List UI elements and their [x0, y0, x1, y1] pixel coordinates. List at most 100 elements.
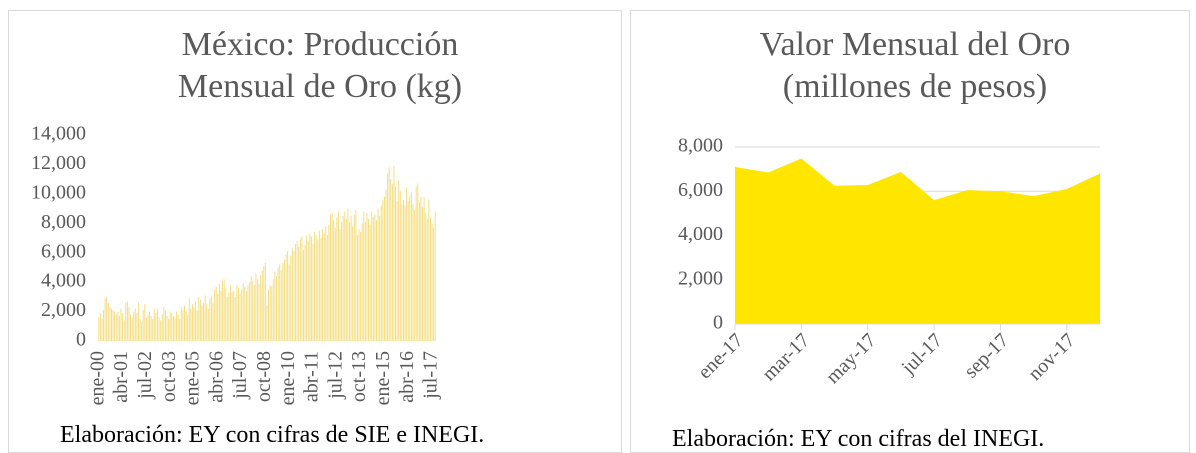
bar: [114, 311, 116, 341]
bar: [318, 230, 320, 341]
bar: [125, 302, 127, 341]
bar: [242, 283, 244, 341]
y-tick-label: 12,000: [31, 152, 86, 174]
bar: [160, 320, 162, 341]
bar: [195, 301, 197, 341]
bar: [401, 204, 403, 341]
x-tick-label: nov-17: [1024, 329, 1080, 385]
y-tick-label: 8,000: [41, 211, 86, 233]
bar: [372, 217, 374, 341]
bar: [223, 279, 225, 341]
bar: [309, 233, 311, 341]
x-tick-label: abr-16: [396, 351, 418, 403]
bar: [333, 220, 335, 341]
bar: [228, 292, 230, 341]
bar: [237, 288, 239, 341]
bar: [298, 246, 300, 341]
x-tick-label: may-17: [822, 329, 881, 388]
bar: [212, 302, 214, 341]
bar: [133, 311, 135, 341]
bar: [376, 220, 377, 341]
bar: [145, 317, 147, 341]
bar: [325, 226, 327, 341]
bar: [369, 224, 371, 341]
x-tick-label: oct-03: [158, 351, 180, 402]
bar: [98, 317, 100, 341]
bar: [161, 314, 163, 341]
bar: [188, 298, 190, 341]
bar: [264, 263, 266, 341]
bar: [429, 217, 431, 341]
source-note: Elaboración: EY con cifras del INEGI.: [672, 426, 1045, 452]
bar: [180, 307, 182, 341]
bar: [342, 215, 344, 341]
bar: [247, 285, 249, 341]
y-tick-label: 2,000: [41, 299, 86, 321]
bar: [415, 186, 417, 341]
bar: [217, 293, 219, 341]
bar: [307, 240, 309, 341]
bar: [190, 308, 192, 341]
bar: [295, 243, 297, 341]
bar: [187, 314, 189, 341]
bar: [245, 290, 247, 341]
bar: [103, 310, 105, 341]
bar: [410, 192, 412, 341]
source-note: Elaboración: EY con cifras de SIE e INEG…: [60, 422, 485, 448]
bar: [222, 280, 224, 341]
bar: [371, 211, 373, 341]
bar: [417, 183, 419, 341]
x-tick-label: ene-10: [277, 351, 299, 405]
bar: [184, 305, 185, 341]
bar: [244, 286, 246, 341]
bar: [299, 239, 301, 341]
bar: [364, 221, 366, 341]
bar: [303, 249, 304, 341]
bar: [236, 285, 238, 341]
bar: [409, 195, 411, 341]
bar: [390, 179, 392, 341]
x-tick-label: abr-06: [205, 351, 227, 403]
bar: [288, 264, 290, 341]
bar: [356, 235, 358, 341]
bar: [239, 293, 241, 341]
bar: [106, 296, 108, 341]
bar: [396, 201, 398, 341]
bar: [233, 290, 235, 341]
bar: [379, 215, 381, 341]
bar: [226, 296, 228, 341]
bar: [176, 311, 178, 341]
bar: [249, 282, 251, 341]
bar: [344, 211, 346, 341]
bar: [257, 279, 258, 341]
bar: [230, 285, 231, 341]
bar: [368, 218, 370, 341]
bar: [177, 314, 179, 341]
bar: [150, 315, 152, 341]
y-tick-label: 6,000: [678, 179, 723, 201]
x-tick-label: jul-07: [229, 351, 251, 400]
bar: [345, 218, 347, 341]
y-tick-label: 2,000: [678, 267, 723, 289]
bar: [310, 236, 312, 341]
bar: [185, 311, 187, 341]
x-tick-label: jul-02: [134, 351, 156, 400]
bar: [158, 317, 160, 341]
x-tick-label: jul-12: [324, 351, 346, 400]
bar: [139, 318, 141, 341]
bar: [120, 308, 122, 341]
bar: [355, 210, 357, 341]
bar: [203, 302, 205, 341]
bar: [385, 189, 387, 341]
bar: [104, 298, 106, 341]
bar: [144, 304, 146, 341]
bar: [196, 310, 198, 341]
bar: [280, 270, 282, 341]
bar: [388, 167, 390, 341]
bar: [399, 190, 401, 341]
bar: [290, 255, 292, 341]
bar: [334, 227, 336, 341]
bar: [433, 227, 435, 341]
bar: [215, 286, 217, 341]
y-tick-label: 0: [713, 312, 723, 334]
